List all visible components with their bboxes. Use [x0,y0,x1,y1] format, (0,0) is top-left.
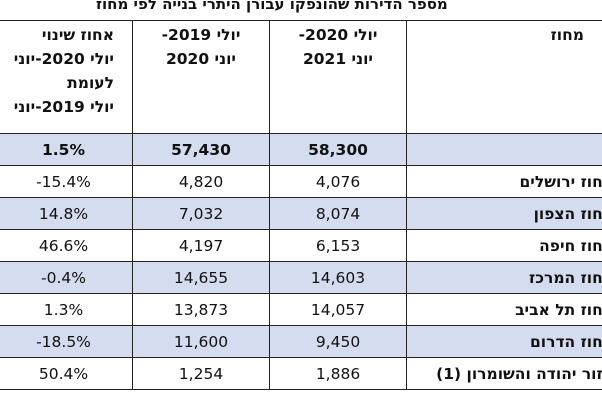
value-2020-2021-cell: 8,074 [269,197,407,230]
value-2020-2021-cell: 14,603 [269,261,407,294]
header-change-line: לעומת [67,74,114,92]
table-row: -15.4% 4,820 4,076 מחוז ירושלים [0,165,602,198]
district-cell: מחוז חיפה [406,229,602,262]
total-2020-2021: 58,300 [269,133,407,166]
change-cell: 46.6% [0,229,133,262]
change-cell: 1.3% [0,293,133,326]
table-row: 46.6% 4,197 6,153 מחוז חיפה [0,229,602,262]
table-row: 1.3% 13,873 14,057 מחוז תל אביב [0,293,602,326]
table-row: -0.4% 14,655 14,603 מחוז המרכז [0,261,602,294]
header-row: אחוז שינוי יולי 2020-יוני לעומת יולי 201… [0,20,602,134]
header-change-line: אחוז שינוי [41,26,114,44]
header-change-line: יולי 2019-יוני [13,98,114,116]
header-2019-2020-line: יולי 2019- [161,26,241,44]
change-cell: -15.4% [0,165,133,198]
district-cell: מחוז הצפון [406,197,602,230]
district-cell: מחוז ירושלים [406,165,602,198]
value-2019-2020-cell: 4,820 [132,165,270,198]
total-district [406,133,602,166]
district-cell: אזור יהודה והשומרון (1) [406,357,602,390]
district-cell: מחוז תל אביב [406,293,602,326]
header-change: אחוז שינוי יולי 2020-יוני לעומת יולי 201… [0,20,133,134]
value-2020-2021-cell: 1,886 [269,357,407,390]
table-row: 14.8% 7,032 8,074 מחוז הצפון [0,197,602,230]
value-2019-2020-cell: 1,254 [132,357,270,390]
table-row: 50.4% 1,254 1,886 אזור יהודה והשומרון (1… [0,357,602,390]
value-2019-2020-cell: 7,032 [132,197,270,230]
total-row: 1.5% 57,430 58,300 [0,133,602,166]
header-district: מחוז [406,20,602,134]
table-title: מספר הדירות שהונפקו עבורן היתרי בנייה לפ… [96,0,448,13]
district-cell: מחוז הדרום [406,325,602,358]
change-cell: -18.5% [0,325,133,358]
value-2020-2021-cell: 4,076 [269,165,407,198]
header-change-line: יולי 2020-יוני [13,50,114,68]
header-2019-2020-line: יוני 2020 [165,50,236,68]
value-2019-2020-cell: 13,873 [132,293,270,326]
header-2019-2020: יולי 2019- יוני 2020 [132,20,270,134]
header-2020-2021-line: יוני 2021 [302,50,373,68]
value-2020-2021-cell: 9,450 [269,325,407,358]
change-cell: 14.8% [0,197,133,230]
value-2020-2021-cell: 6,153 [269,229,407,262]
header-2020-2021: יולי 2020- יוני 2021 [269,20,407,134]
value-2020-2021-cell: 14,057 [269,293,407,326]
header-2020-2021-line: יולי 2020- [298,26,378,44]
district-cell: מחוז המרכז [406,261,602,294]
value-2019-2020-cell: 14,655 [132,261,270,294]
total-2019-2020: 57,430 [132,133,270,166]
change-cell: -0.4% [0,261,133,294]
value-2019-2020-cell: 11,600 [132,325,270,358]
value-2019-2020-cell: 4,197 [132,229,270,262]
table-row: -18.5% 11,600 9,450 מחוז הדרום [0,325,602,358]
change-cell: 50.4% [0,357,133,390]
total-change: 1.5% [0,133,133,166]
permits-table: אחוז שינוי יולי 2020-יוני לעומת יולי 201… [0,20,602,390]
